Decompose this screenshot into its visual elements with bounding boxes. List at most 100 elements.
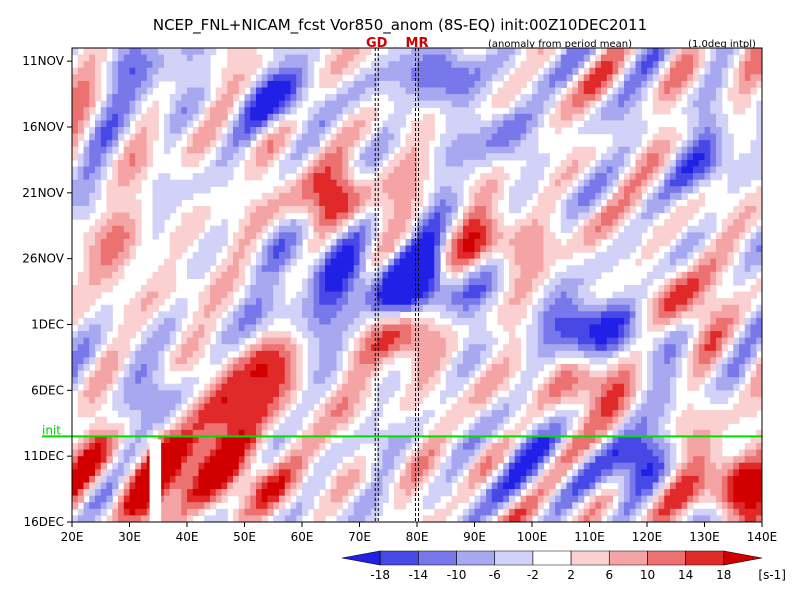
field-cell bbox=[624, 173, 631, 181]
field-cell bbox=[215, 153, 223, 161]
field-cell bbox=[704, 311, 711, 319]
field-cell bbox=[670, 337, 677, 345]
field-cell bbox=[365, 278, 372, 286]
field-cell bbox=[158, 265, 165, 273]
field-cell bbox=[710, 285, 717, 293]
field-cell bbox=[670, 166, 677, 174]
field-cell bbox=[750, 232, 757, 240]
field-cell bbox=[641, 173, 648, 181]
field-cell bbox=[704, 140, 711, 148]
field-cell bbox=[434, 61, 441, 69]
field-cell bbox=[330, 54, 338, 62]
field-cell bbox=[302, 94, 309, 102]
field-cell bbox=[744, 199, 752, 207]
field-cell bbox=[95, 383, 102, 391]
field-cell bbox=[123, 140, 131, 148]
field-cell bbox=[181, 54, 188, 62]
field-cell bbox=[244, 61, 251, 69]
field-cell bbox=[698, 285, 706, 293]
field-cell bbox=[756, 252, 762, 260]
field-cell bbox=[716, 298, 723, 306]
field-cell bbox=[359, 317, 366, 326]
field-cell bbox=[106, 324, 113, 332]
field-cell bbox=[491, 153, 499, 161]
field-cell bbox=[325, 344, 332, 352]
field-cell bbox=[325, 370, 332, 378]
field-cell bbox=[555, 311, 562, 319]
field-cell bbox=[727, 48, 734, 56]
field-cell bbox=[537, 100, 545, 108]
field-cell bbox=[77, 357, 85, 365]
field-cell bbox=[244, 331, 251, 339]
field-cell bbox=[227, 370, 234, 378]
field-cell bbox=[330, 166, 338, 174]
field-cell bbox=[658, 166, 665, 174]
field-cell bbox=[624, 186, 631, 194]
field-cell bbox=[624, 324, 631, 332]
field-cell bbox=[687, 140, 694, 148]
field-cell bbox=[221, 278, 228, 286]
field-cell bbox=[497, 357, 504, 365]
field-cell bbox=[152, 383, 159, 391]
field-cell bbox=[727, 377, 734, 385]
field-cell bbox=[624, 140, 631, 148]
field-cell bbox=[284, 311, 292, 319]
field-cell bbox=[388, 383, 395, 391]
field-cell bbox=[359, 206, 366, 214]
field-cell bbox=[221, 80, 228, 89]
field-cell bbox=[296, 54, 303, 62]
field-cell bbox=[693, 370, 700, 378]
field-cell bbox=[359, 87, 366, 95]
field-cell bbox=[371, 61, 378, 69]
field-cell bbox=[175, 179, 182, 187]
field-cell bbox=[250, 87, 257, 95]
field-cell bbox=[376, 317, 384, 326]
field-cell bbox=[72, 120, 79, 128]
field-cell bbox=[560, 61, 568, 69]
field-cell bbox=[261, 107, 269, 115]
field-cell bbox=[727, 317, 734, 326]
field-cell bbox=[215, 337, 223, 345]
field-cell bbox=[543, 377, 550, 385]
field-cell bbox=[123, 127, 131, 135]
field-cell bbox=[325, 107, 332, 115]
field-cell bbox=[158, 206, 165, 214]
field-cell bbox=[589, 94, 596, 102]
field-cell bbox=[141, 317, 148, 326]
field-cell bbox=[612, 298, 619, 306]
field-cell bbox=[589, 317, 596, 326]
field-cell bbox=[606, 166, 614, 174]
field-cell bbox=[555, 179, 562, 187]
field-cell bbox=[353, 199, 361, 207]
field-cell bbox=[417, 258, 424, 266]
field-cell bbox=[359, 232, 366, 240]
field-cell bbox=[647, 74, 654, 82]
field-cell bbox=[756, 192, 762, 201]
field-cell bbox=[325, 245, 332, 253]
field-cell bbox=[411, 186, 418, 194]
field-cell bbox=[106, 357, 113, 365]
field-cell bbox=[716, 100, 723, 108]
field-cell bbox=[451, 61, 458, 69]
field-cell bbox=[670, 383, 677, 391]
field-cell bbox=[526, 179, 533, 187]
field-cell bbox=[123, 206, 131, 214]
field-cell bbox=[750, 285, 757, 293]
field-cell bbox=[158, 225, 165, 233]
field-cell bbox=[727, 350, 734, 359]
field-cell bbox=[560, 80, 568, 89]
field-cell bbox=[687, 324, 694, 332]
field-cell bbox=[233, 80, 240, 89]
field-cell bbox=[129, 206, 136, 214]
field-cell bbox=[123, 61, 131, 69]
field-cell bbox=[618, 179, 625, 187]
field-cell bbox=[503, 357, 510, 365]
field-cell bbox=[77, 74, 85, 82]
field-cell bbox=[716, 317, 723, 326]
field-cell bbox=[405, 212, 412, 220]
field-cell bbox=[187, 94, 194, 102]
field-cell bbox=[721, 238, 729, 247]
field-cell bbox=[468, 74, 476, 82]
field-cell bbox=[486, 173, 493, 181]
field-cell bbox=[399, 212, 407, 220]
